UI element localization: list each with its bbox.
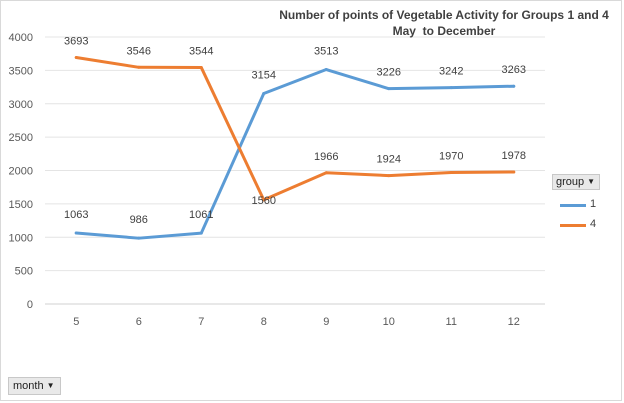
data-point bbox=[262, 198, 266, 202]
data-label: 1061 bbox=[189, 209, 213, 221]
y-axis: 0 500 1000 1500 2000 2500 3000 3500 4000 bbox=[9, 32, 33, 311]
legend-item-1: 1 bbox=[552, 196, 612, 216]
data-point bbox=[137, 236, 141, 240]
x-tick-label: 9 bbox=[323, 316, 329, 328]
x-tick-label: 6 bbox=[136, 316, 142, 328]
data-point bbox=[324, 68, 328, 72]
data-point bbox=[449, 86, 453, 90]
data-point bbox=[199, 231, 203, 235]
data-label: 1560 bbox=[252, 195, 276, 207]
data-label: 3154 bbox=[252, 69, 276, 81]
chart-subtitle: May to December bbox=[393, 24, 496, 38]
data-point bbox=[512, 84, 516, 88]
x-tick-label: 8 bbox=[261, 316, 267, 328]
data-point bbox=[199, 65, 203, 69]
data-label: 3263 bbox=[502, 64, 526, 76]
x-tick-label: 12 bbox=[508, 316, 520, 328]
legend-label: 4 bbox=[590, 218, 597, 230]
data-label: 3544 bbox=[189, 45, 213, 57]
series-line-1 bbox=[74, 68, 516, 240]
chevron-down-icon: ▼ bbox=[587, 177, 596, 186]
data-label: 3242 bbox=[439, 66, 463, 78]
data-point bbox=[74, 231, 78, 235]
data-label: 3226 bbox=[377, 67, 401, 79]
y-tick-label: 1500 bbox=[9, 199, 33, 211]
y-tick-label: 1000 bbox=[9, 232, 33, 244]
series-line-4 bbox=[74, 55, 516, 202]
data-label: 1978 bbox=[502, 150, 526, 162]
x-tick-label: 10 bbox=[383, 316, 395, 328]
data-point bbox=[324, 171, 328, 175]
legend: group ▼ 1 4 bbox=[552, 172, 612, 236]
data-label: 3693 bbox=[64, 35, 88, 47]
series-lines bbox=[74, 55, 516, 240]
y-tick-label: 4000 bbox=[9, 32, 33, 44]
data-label: 1063 bbox=[64, 209, 88, 221]
legend-item-4: 4 bbox=[552, 216, 612, 236]
data-point bbox=[449, 171, 453, 175]
y-tick-label: 2000 bbox=[9, 166, 33, 178]
chart-title: Number of points of Vegetable Activity f… bbox=[279, 8, 609, 22]
data-point bbox=[512, 170, 516, 174]
x-axis: 5 6 7 8 9 10 11 12 bbox=[73, 316, 520, 328]
gridlines bbox=[45, 36, 545, 305]
data-labels: 1063 986 1061 3154 3513 3226 3242 3263 3693 3546 3… bbox=[64, 35, 526, 226]
x-tick-label: 5 bbox=[73, 316, 79, 328]
data-label: 1966 bbox=[314, 151, 338, 163]
data-point bbox=[262, 91, 266, 95]
month-filter-button[interactable]: month ▼ bbox=[8, 377, 61, 395]
data-point bbox=[137, 65, 141, 69]
y-tick-label: 0 bbox=[27, 299, 33, 311]
legend-swatch bbox=[560, 204, 586, 207]
group-filter-label: group bbox=[556, 176, 585, 188]
data-label: 986 bbox=[130, 214, 148, 226]
chevron-down-icon: ▼ bbox=[46, 381, 55, 390]
data-label: 1924 bbox=[377, 154, 401, 166]
y-tick-label: 500 bbox=[15, 266, 33, 278]
group-filter-button[interactable]: group ▼ bbox=[552, 174, 601, 190]
data-point bbox=[74, 55, 78, 59]
y-tick-label: 3500 bbox=[9, 65, 33, 77]
data-point bbox=[387, 174, 391, 178]
data-label: 3513 bbox=[314, 46, 338, 58]
legend-swatch bbox=[560, 224, 586, 227]
month-filter-label: month bbox=[13, 380, 44, 392]
x-tick-label: 11 bbox=[446, 316, 457, 328]
data-label: 3546 bbox=[127, 45, 151, 57]
y-tick-label: 2500 bbox=[9, 132, 33, 144]
x-tick-label: 7 bbox=[198, 316, 204, 328]
data-point bbox=[387, 87, 391, 91]
y-tick-label: 3000 bbox=[9, 99, 33, 111]
data-label: 1970 bbox=[439, 151, 463, 163]
legend-label: 1 bbox=[590, 198, 597, 210]
